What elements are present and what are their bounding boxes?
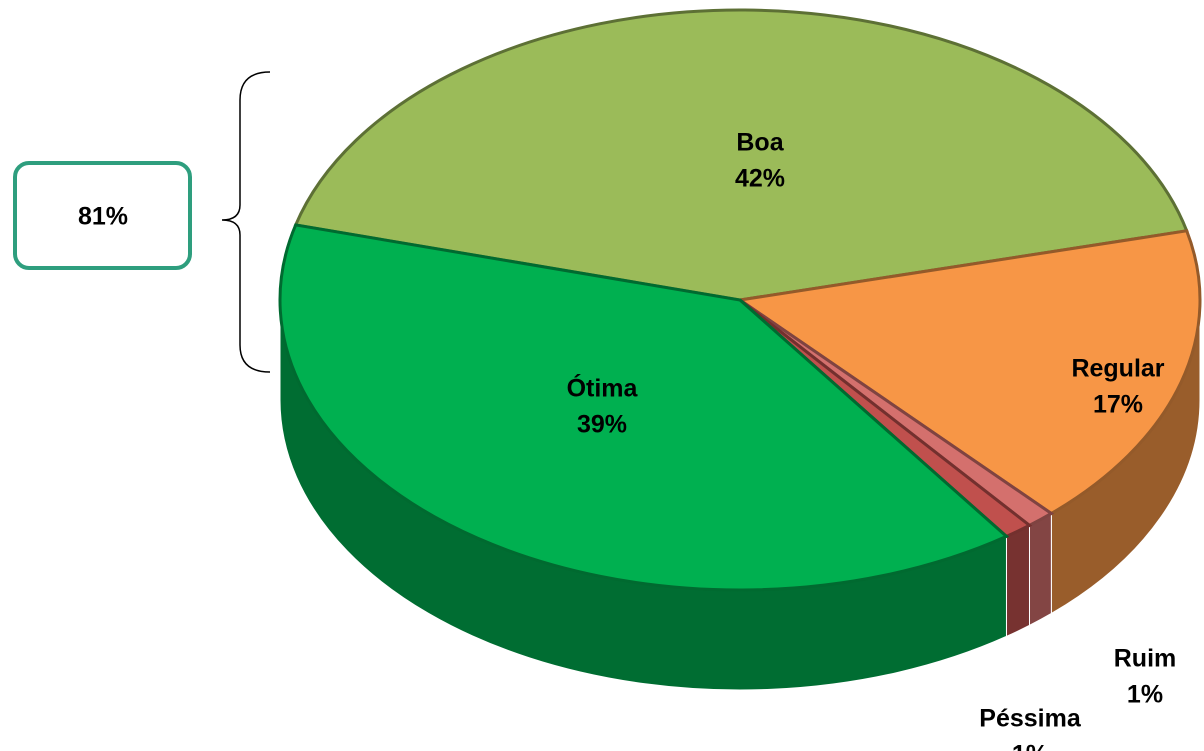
pie: Boa 42% Regular 17% Ruim 1% Péssima 1% Ótima 39% (278, 8, 1202, 751)
slice-value-label: 39% (577, 411, 627, 439)
slice (736, 229, 1202, 516)
slice-side (1028, 512, 1052, 627)
slice-label: Ruim (1114, 645, 1177, 673)
annotation-box (13, 161, 192, 270)
slice-label: Regular (1071, 355, 1164, 383)
slice-value-label: 1% (1012, 741, 1048, 751)
slice-label: Péssima (979, 705, 1082, 733)
annotation: 81% (78, 203, 128, 231)
slice-label: Ótima (567, 373, 639, 403)
brace (221, 71, 271, 373)
slice (278, 223, 1010, 592)
slice-value-label: 17% (1093, 391, 1143, 419)
slice-value-label: 42% (735, 165, 785, 193)
slice-side (1005, 524, 1030, 638)
slice-value-label: 1% (1127, 681, 1163, 709)
slice (293, 8, 1189, 302)
slice-label: Boa (736, 129, 784, 157)
